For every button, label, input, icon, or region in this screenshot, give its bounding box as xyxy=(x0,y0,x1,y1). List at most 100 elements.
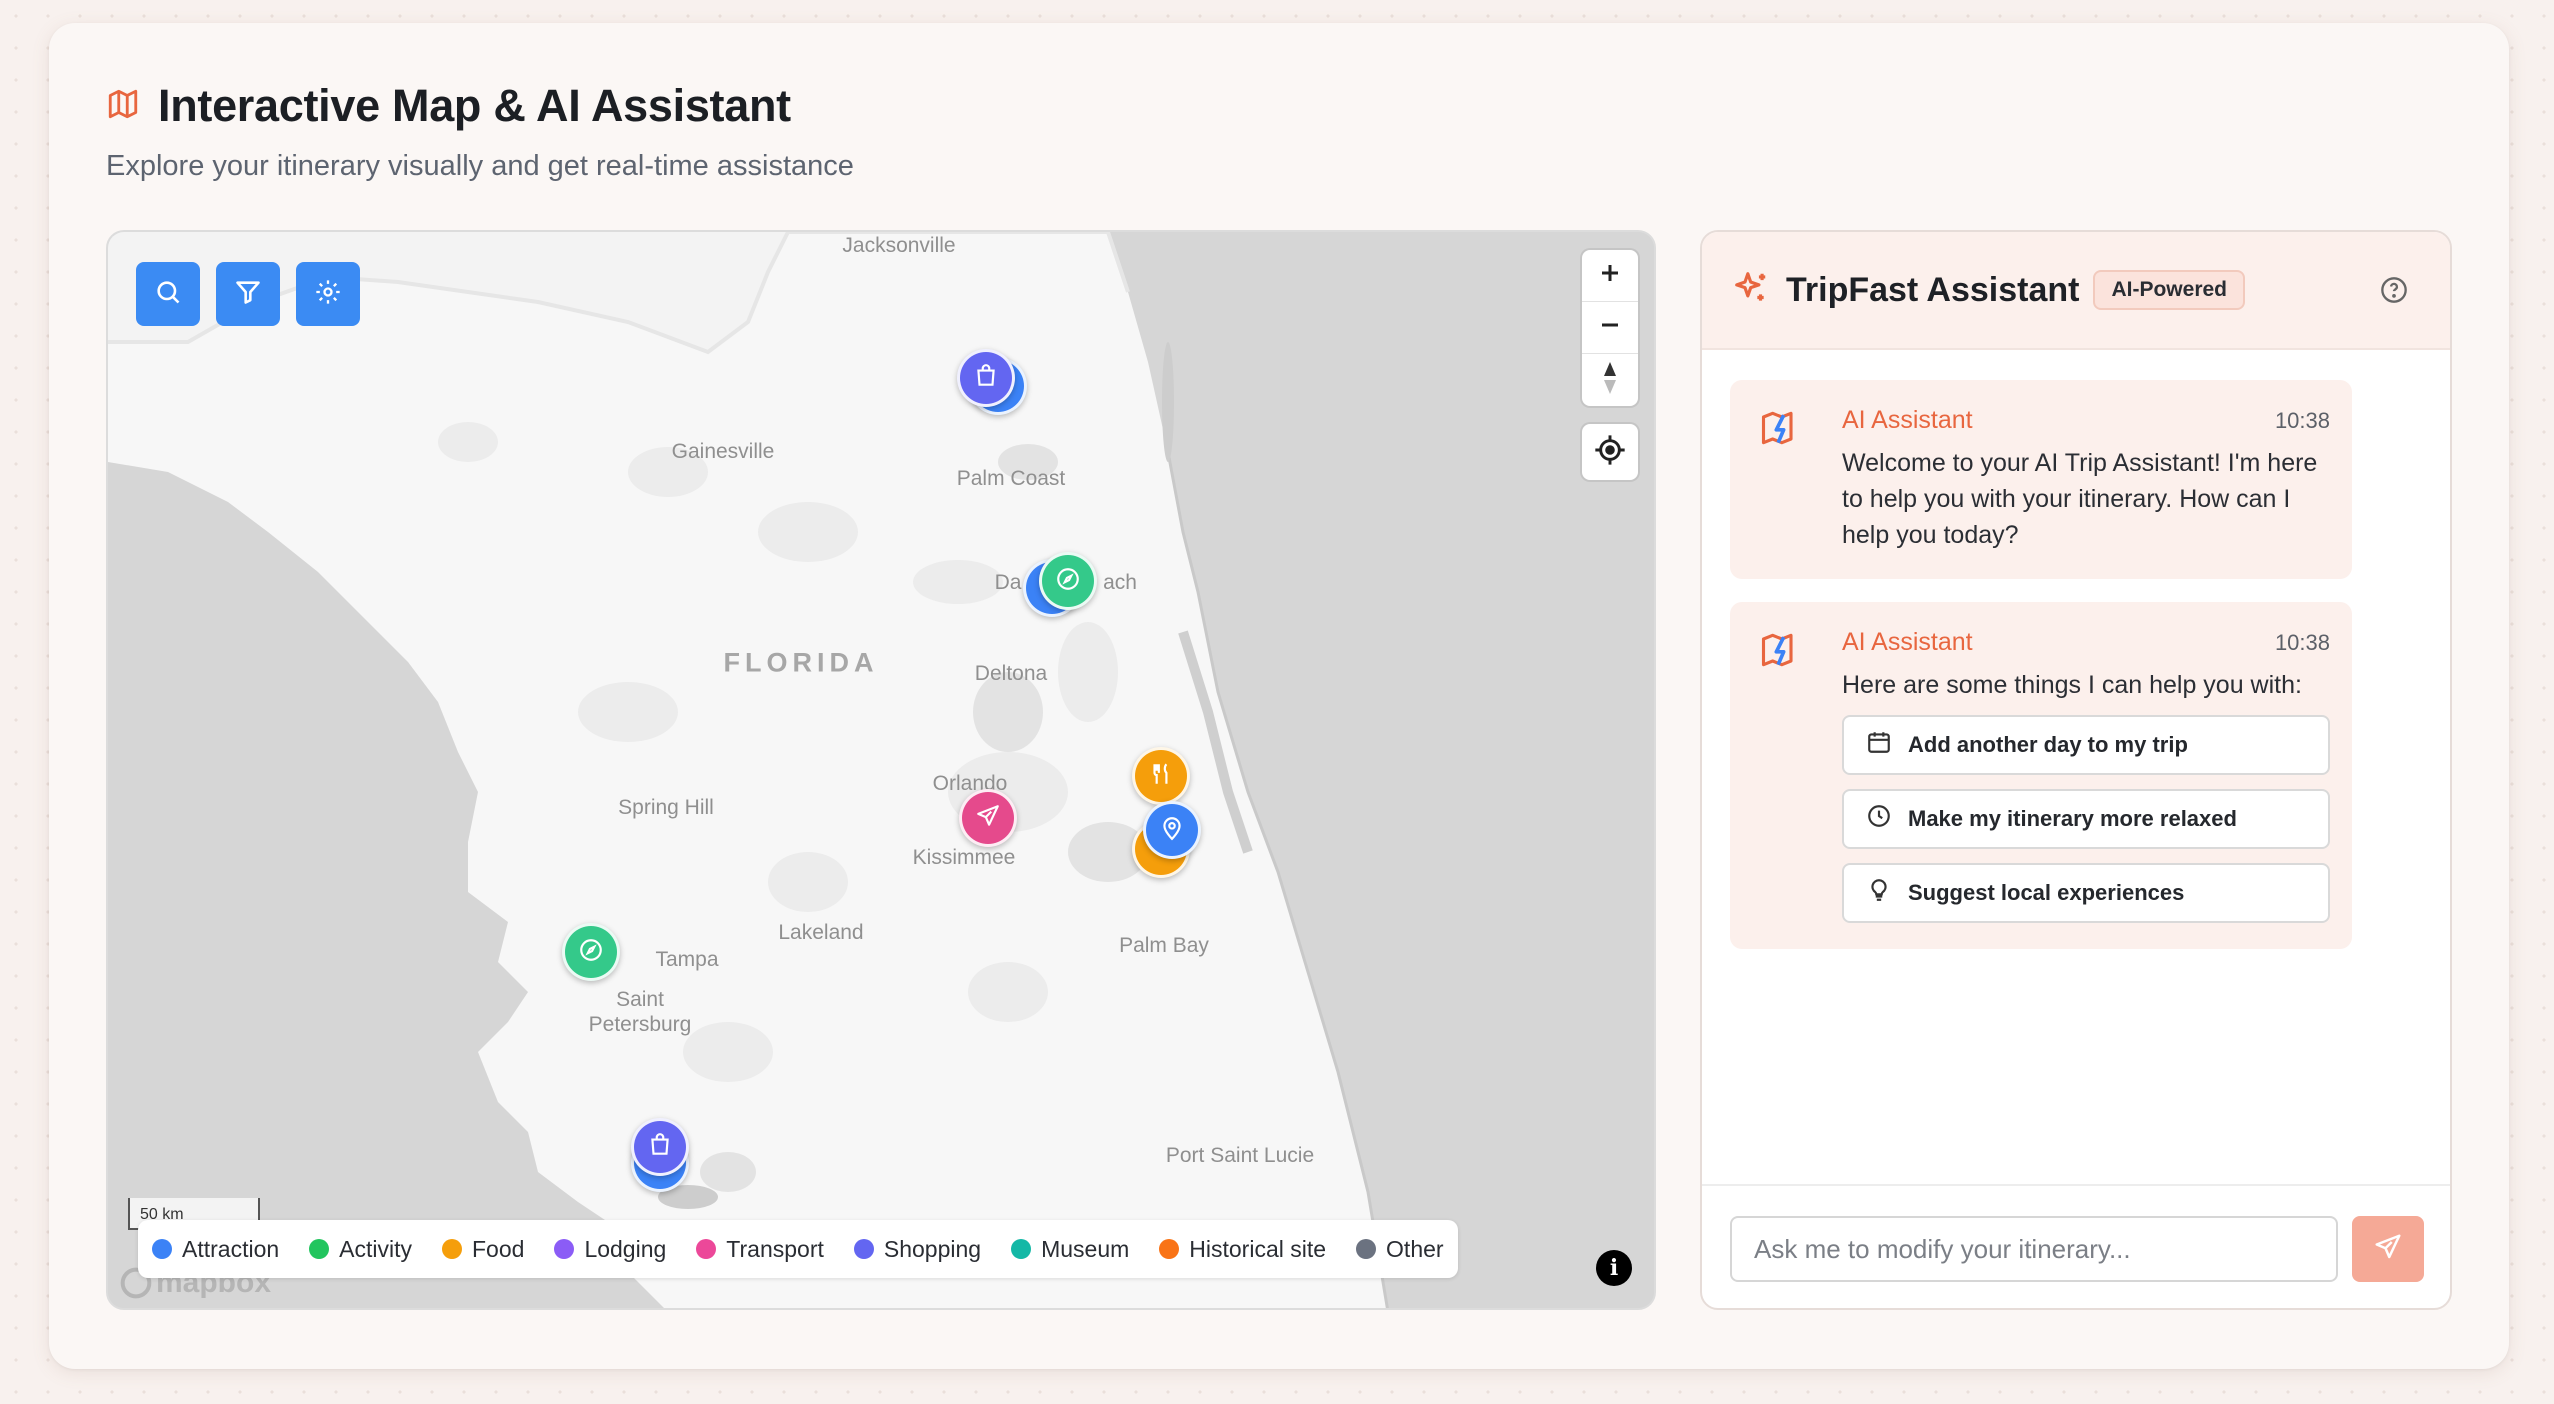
map-marker-shopping[interactable] xyxy=(631,1118,689,1176)
suggestion-label: Suggest local experiences xyxy=(1908,880,2185,905)
legend-label: Activity xyxy=(339,1235,412,1262)
place-label-gainesville: Gainesville xyxy=(671,440,775,463)
map-filter-button[interactable] xyxy=(216,262,280,326)
page-title: Interactive Map & AI Assistant xyxy=(158,80,791,131)
send-button[interactable] xyxy=(2352,1216,2424,1282)
ai-powered-badge: AI-Powered xyxy=(2093,270,2246,310)
message-time: 10:38 xyxy=(2274,630,2330,655)
locate-icon xyxy=(1594,434,1626,471)
message-text: Here are some things I can help you with… xyxy=(1842,671,2302,699)
suggestion-add-day-button[interactable]: Add another day to my trip xyxy=(1842,715,2330,775)
place-label-lakeland: Lakeland xyxy=(778,921,864,944)
map-marker-food[interactable] xyxy=(1132,747,1190,805)
map-marker-shopping[interactable] xyxy=(957,349,1015,407)
suggestion-relaxed-button[interactable]: Make my itinerary more relaxed xyxy=(1842,789,2330,849)
suggestion-label: Add another day to my trip xyxy=(1908,732,2188,757)
legend-label: Attraction xyxy=(182,1235,280,1262)
shopping-bag-icon xyxy=(973,363,999,394)
compass-icon xyxy=(1055,566,1081,597)
legend-label: Other xyxy=(1386,1235,1444,1262)
help-icon[interactable] xyxy=(2380,276,2408,309)
legend-item[interactable]: Other xyxy=(1356,1236,1444,1263)
legend-item[interactable]: Activity xyxy=(309,1236,412,1263)
zoom-controls xyxy=(1582,250,1638,406)
compass-button[interactable] xyxy=(1582,354,1638,406)
legend-item[interactable]: Museum xyxy=(1011,1236,1129,1263)
map-base xyxy=(108,232,1654,1308)
minus-icon xyxy=(1598,313,1622,342)
message-sender: AI Assistant xyxy=(1842,406,1973,434)
zoom-in-button[interactable] xyxy=(1582,250,1638,302)
legend-item[interactable]: Shopping xyxy=(853,1235,982,1263)
legend-dot xyxy=(442,1239,462,1259)
legend-item[interactable]: Lodging xyxy=(554,1236,666,1263)
assistant-avatar-icon xyxy=(1758,628,1802,677)
legend-dot xyxy=(1356,1239,1377,1259)
map-legend: Attraction Activity Food Lodging Transport Sh… xyxy=(138,1220,1458,1278)
settings-icon xyxy=(314,278,342,311)
shopping-bag-icon xyxy=(647,1132,673,1163)
clock-icon xyxy=(1866,803,1892,835)
calendar-icon xyxy=(1866,729,1892,761)
map-view[interactable]: Jacksonville Gainesville Palm Coast Da a… xyxy=(106,230,1656,1310)
map-settings-button[interactable] xyxy=(296,262,360,326)
chat-input-bar xyxy=(1702,1184,2450,1308)
assistant-avatar-icon xyxy=(1758,406,1802,455)
chat-message: AI Assistant 10:38 Welcome to your AI Tr… xyxy=(1730,380,2352,579)
legend-item[interactable]: Food xyxy=(442,1236,524,1263)
place-label-florida: FLORIDA xyxy=(723,647,879,678)
place-label-port-saint-lucie: Port Saint Lucie xyxy=(1165,1144,1315,1167)
place-label-jacksonville: Jacksonville xyxy=(842,234,956,257)
assistant-title: TripFast Assistant xyxy=(1786,270,2080,309)
search-icon xyxy=(154,278,182,311)
place-label-deltona: Deltona xyxy=(974,662,1048,685)
legend-dot xyxy=(1011,1239,1032,1259)
page-header: Interactive Map & AI Assistant xyxy=(106,80,791,132)
legend-item[interactable]: Attraction xyxy=(152,1236,279,1263)
place-label-saint: Saint xyxy=(616,988,664,1011)
utensils-icon xyxy=(1148,761,1174,792)
map-marker-activity[interactable] xyxy=(1039,552,1097,610)
map-search-button[interactable] xyxy=(136,262,200,326)
legend-label: Museum xyxy=(1041,1235,1130,1262)
message-time: 10:38 xyxy=(2274,408,2330,433)
filter-icon xyxy=(234,278,262,311)
assistant-header: TripFast Assistant AI-Powered xyxy=(1702,232,2450,350)
message-text: Welcome to your AI Trip Assistant! I'm h… xyxy=(1842,449,2318,549)
map-marker-activity[interactable] xyxy=(562,923,620,981)
legend-label: Transport xyxy=(726,1235,824,1262)
place-label-daytona-beach: ach xyxy=(1103,571,1137,594)
suggestion-local-experiences-button[interactable]: Suggest local experiences xyxy=(1842,863,2330,923)
plus-icon xyxy=(1598,261,1622,290)
map-marker-transport[interactable] xyxy=(959,789,1017,847)
place-label-petersburg: Petersburg xyxy=(588,1013,692,1036)
legend-dot xyxy=(152,1239,172,1259)
legend-label: Shopping xyxy=(883,1235,982,1262)
legend-item[interactable]: Transport xyxy=(696,1236,824,1263)
legend-item[interactable]: Historical site xyxy=(1159,1236,1326,1263)
legend-dot xyxy=(554,1239,575,1259)
legend-dot xyxy=(696,1239,717,1259)
send-icon xyxy=(2373,1232,2403,1267)
map-icon xyxy=(106,87,140,126)
info-button[interactable]: i xyxy=(1596,1250,1632,1286)
sparkles-icon xyxy=(1732,269,1770,312)
map-marker-attraction[interactable] xyxy=(1143,801,1201,859)
chat-message: AI Assistant 10:38 Here are some things … xyxy=(1730,602,2352,949)
map-pin-icon xyxy=(1159,815,1185,846)
legend-dot xyxy=(1159,1239,1180,1259)
place-label-kissimmee: Kissimmee xyxy=(912,846,1016,869)
chat-input[interactable] xyxy=(1730,1216,2338,1282)
compass-icon xyxy=(1600,360,1620,401)
legend-label: Historical site xyxy=(1189,1235,1327,1262)
place-label-spring-hill: Spring Hill xyxy=(618,796,714,819)
page-subtitle: Explore your itinerary visually and get … xyxy=(106,150,854,182)
suggestion-label: Make my itinerary more relaxed xyxy=(1908,806,2237,831)
place-label-tampa: Tampa xyxy=(655,948,719,971)
legend-dot xyxy=(309,1239,330,1259)
legend-label: Lodging xyxy=(584,1235,667,1262)
zoom-out-button[interactable] xyxy=(1582,302,1638,354)
geolocate-button[interactable] xyxy=(1582,424,1638,480)
plane-icon xyxy=(975,803,1001,834)
place-label-palm-coast: Palm Coast xyxy=(956,467,1066,490)
